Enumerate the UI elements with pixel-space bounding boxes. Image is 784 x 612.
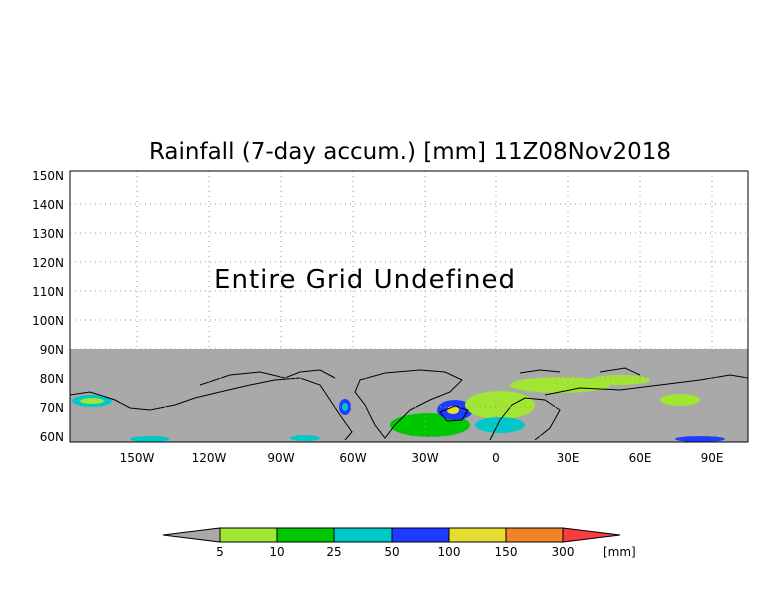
colorbar-label: 5 — [216, 545, 224, 559]
rain-patch-siberia — [660, 394, 700, 406]
rain-patch-barents — [510, 377, 610, 393]
colorbar-over-triangle — [562, 527, 621, 543]
lat-tick-label: 100N — [32, 314, 64, 328]
lon-tick-label: 120W — [192, 451, 227, 465]
svalbard — [519, 369, 561, 374]
lon-tick-label: 30E — [557, 451, 580, 465]
latitude-axis: 150N 140N 130N 120N 110N 100N 90N 80N 70… — [32, 169, 64, 444]
rain-patch-canada-south — [130, 436, 170, 442]
lat-tick-label: 70N — [40, 401, 64, 415]
lon-tick-label: 60W — [339, 451, 366, 465]
lat-tick-label: 90N — [40, 343, 64, 357]
colorbar-segment — [448, 527, 507, 543]
undefined-grid-note: Entire Grid Undefined — [214, 265, 516, 295]
lat-tick-label: 130N — [32, 227, 64, 241]
lon-tick-label: 60E — [629, 451, 652, 465]
colorbar-segment — [333, 527, 393, 543]
colorbar-label: 10 — [269, 545, 284, 559]
rain-patch-north-sea — [475, 417, 525, 433]
lat-tick-label: 140N — [32, 198, 64, 212]
rainfall-patches — [72, 375, 725, 442]
rain-patch-kara — [590, 375, 650, 385]
colorbar-label: 100 — [438, 545, 461, 559]
colorbar-under-triangle — [162, 527, 221, 543]
colorbar-label: 25 — [326, 545, 341, 559]
lon-tick-label: 90W — [267, 451, 294, 465]
rain-patch-quebec — [290, 435, 320, 441]
rain-patch-alaska-core — [80, 398, 104, 404]
lat-tick-label: 60N — [40, 430, 64, 444]
map-title: Rainfall (7-day accum.) [mm] 11Z08Nov201… — [149, 139, 671, 165]
lon-tick-label: 0 — [492, 451, 500, 465]
lat-tick-label: 80N — [40, 372, 64, 386]
lon-tick-label: 90E — [701, 451, 724, 465]
colorbar-label: 300 — [552, 545, 575, 559]
longitude-axis: 150W 120W 90W 60W 30W 0 30E 60E 90E — [120, 451, 724, 465]
iceland — [439, 405, 469, 422]
novaya-zemlya — [599, 367, 641, 376]
colorbar-label: 150 — [495, 545, 518, 559]
lat-tick-label: 150N — [32, 169, 64, 183]
colorbar: 5 10 25 50 100 150 300 [mm] — [162, 527, 636, 559]
colorbar-segment — [219, 527, 278, 543]
lon-tick-label: 150W — [120, 451, 155, 465]
rain-patch-siberia-south — [675, 436, 725, 442]
lon-tick-label: 30W — [411, 451, 438, 465]
colorbar-segment — [391, 527, 450, 543]
plot-frame — [69, 170, 749, 443]
siberia-coast — [544, 374, 749, 396]
lat-tick-label: 110N — [32, 285, 64, 299]
plot-area — [69, 170, 749, 443]
scandinavia — [489, 397, 561, 441]
graticule — [70, 171, 748, 442]
colorbar-segment — [505, 527, 564, 543]
colorbar-label: 50 — [384, 545, 399, 559]
colorbar-unit: [mm] — [603, 545, 636, 559]
lat-tick-label: 120N — [32, 256, 64, 270]
rain-patch-norwegian — [465, 391, 535, 419]
greenland — [354, 369, 463, 439]
colorbar-segment — [276, 527, 335, 543]
